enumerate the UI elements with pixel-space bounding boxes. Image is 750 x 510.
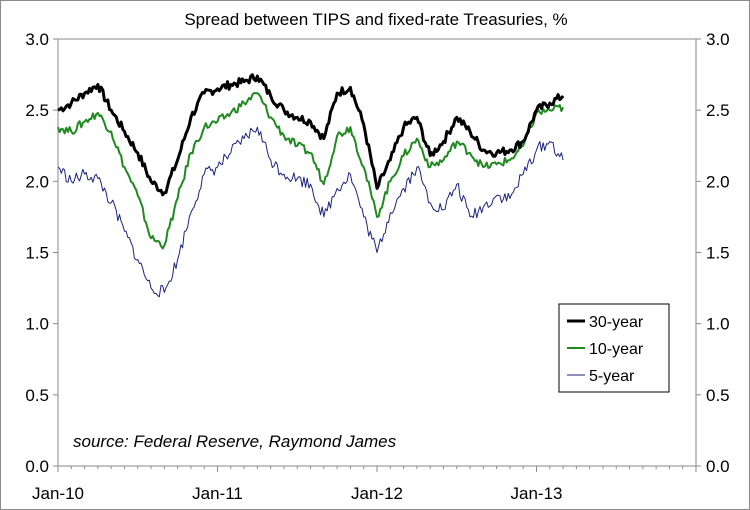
y-tick-label: 2.5 — [25, 101, 49, 120]
legend: 30-year 10-year 5-year — [558, 303, 670, 393]
y-right-tick-label: 0.0 — [706, 457, 730, 476]
legend-label: 10-year — [589, 341, 644, 358]
x-tick-label: Jan-12 — [351, 484, 403, 503]
y-right-tick-label: 3.0 — [706, 30, 730, 49]
y-tick-label: 0.5 — [25, 386, 49, 405]
y-tick-label: 0.0 — [25, 457, 49, 476]
x-tick-label: Jan-10 — [32, 484, 84, 503]
x-axis: Jan-10 Jan-11 Jan-12 Jan-13 — [32, 466, 697, 503]
series-line-30-year — [57, 73, 565, 197]
x-tick-label: Jan-11 — [192, 484, 243, 503]
y-tick-label: 3.0 — [25, 30, 49, 49]
legend-label: 5-year — [589, 368, 635, 385]
y-tick-label: 1.0 — [25, 315, 49, 334]
source-annotation: source: Federal Reserve, Raymond James — [73, 432, 397, 451]
y-tick-label: 1.5 — [25, 244, 49, 263]
y-right-tick-label: 1.5 — [706, 244, 730, 263]
legend-label: 30-year — [589, 314, 644, 331]
y-axis-left: 0.0 0.5 1.0 1.5 2.0 2.5 3.0 — [25, 30, 58, 476]
y-right-tick-label: 1.0 — [706, 315, 730, 334]
series-line-10-year — [57, 91, 565, 250]
y-right-tick-label: 2.0 — [706, 172, 730, 191]
chart-title: Spread between TIPS and fixed-rate Treas… — [184, 10, 567, 29]
y-right-tick-label: 2.5 — [706, 101, 730, 120]
series-lines — [57, 73, 565, 298]
y-axis-right: 0.0 0.5 1.0 1.5 2.0 2.5 3.0 — [696, 30, 730, 476]
series-line-5-year — [57, 126, 564, 298]
y-right-tick-label: 0.5 — [706, 386, 730, 405]
x-tick-label: Jan-13 — [511, 484, 563, 503]
y-tick-label: 2.0 — [25, 172, 49, 191]
